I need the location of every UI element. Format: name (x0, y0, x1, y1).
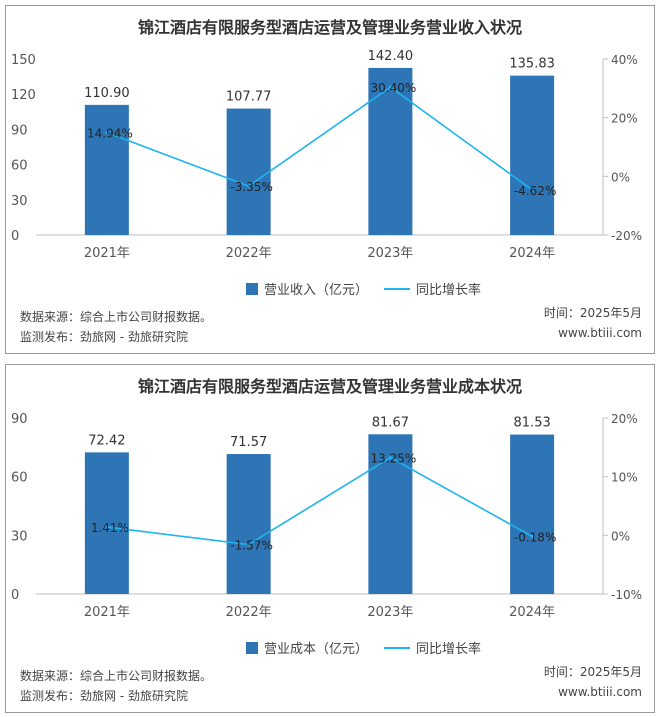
cost-chart-panel: 锦江酒店有限服务型酒店运营及管理业务营业成本状况 0 30 60 90 -10% 0% 10%… (5, 364, 655, 713)
growth-rate-label: 14.94% (87, 127, 133, 141)
legend-bar-label: 营业收入（亿元） (264, 283, 368, 298)
growth-rate-point (388, 456, 392, 460)
date-note: 时间：2025年5月 (544, 665, 642, 679)
bar (510, 434, 555, 594)
bar (226, 108, 271, 235)
y2-tick-label: 40% (611, 53, 638, 67)
bar-value-label: 110.90 (84, 86, 130, 101)
x-tick-label: 2023年 (367, 605, 413, 620)
legend-bar-label: 营业成本（亿元） (264, 642, 368, 657)
y2-tick-label: 0% (611, 170, 630, 184)
bar-value-label: 71.57 (230, 435, 267, 450)
y-tick-label: 60 (11, 471, 28, 486)
x-tick-label: 2024年 (509, 246, 555, 261)
x-tick-label: 2022年 (226, 605, 272, 620)
data-source-note: 数据来源：综合上市公司财报数据。 (20, 668, 212, 683)
bar-value-label: 142.40 (368, 49, 414, 64)
bar (84, 104, 129, 235)
y-tick-label: 30 (11, 194, 28, 209)
x-tick-label: 2021年 (84, 605, 130, 620)
y2-tick-label: 10% (611, 471, 638, 485)
y-tick-label: 60 (11, 159, 28, 174)
y-tick-label: 0 (11, 588, 19, 603)
y-tick-label: 30 (11, 529, 28, 544)
growth-rate-point (105, 131, 109, 135)
y2-tick-label: 20% (611, 412, 638, 426)
growth-rate-label: 13.25% (370, 452, 416, 466)
publisher-note: 监测发布：劲旅网 - 劲旅研究院 (20, 688, 188, 703)
x-tick-label: 2023年 (367, 246, 413, 261)
x-tick-label: 2024年 (509, 605, 555, 620)
growth-rate-line (106, 456, 533, 546)
bar-value-label: 81.67 (372, 415, 409, 430)
bar (368, 67, 413, 235)
growth-rate-point (247, 184, 251, 188)
publisher-note: 监测发布：劲旅网 - 劲旅研究院 (20, 329, 188, 344)
y2-tick-label: 20% (611, 112, 638, 126)
growth-rate-point (388, 85, 392, 89)
date-note: 时间：2025年5月 (544, 306, 642, 320)
growth-rate-label: -0.18% (514, 530, 556, 544)
chart-title: 锦江酒店有限服务型酒店运营及管理业务营业收入状况 (138, 18, 522, 37)
website-note: www.btiii.com (558, 685, 642, 699)
growth-rate-point (530, 534, 534, 538)
growth-rate-label: -3.35% (230, 180, 272, 194)
chart-title: 锦江酒店有限服务型酒店运营及管理业务营业成本状况 (138, 377, 522, 396)
bar (368, 434, 413, 594)
cost-chart: 锦江酒店有限服务型酒店运营及管理业务营业成本状况 0 30 60 90 -10% 0% 10%… (11, 377, 642, 703)
y-tick-label: 120 (11, 88, 36, 103)
x-tick-label: 2022年 (226, 246, 272, 261)
legend-line-label: 同比增长率 (416, 282, 481, 298)
growth-rate-label: 1.41% (91, 521, 129, 535)
bar (84, 452, 129, 594)
legend-line-label: 同比增长率 (416, 641, 481, 657)
bar-value-label: 135.83 (509, 57, 555, 72)
y2-tick-label: -10% (611, 588, 642, 602)
revenue-chart-panel: 锦江酒店有限服务型酒店运营及管理业务营业收入状况 0 30 60 90 120 150 -20… (5, 5, 655, 354)
x-tick-label: 2021年 (84, 246, 130, 261)
bar-value-label: 72.42 (88, 433, 125, 448)
y-tick-label: 0 (11, 229, 19, 244)
bar (226, 454, 271, 594)
growth-rate-point (530, 188, 534, 192)
growth-rate-label: 30.40% (370, 81, 416, 95)
growth-rate-label: -1.57% (230, 539, 272, 553)
y2-tick-label: 0% (611, 529, 630, 543)
growth-rate-point (247, 543, 251, 547)
legend-bar-swatch (246, 283, 258, 295)
y2-tick-label: -20% (611, 229, 642, 243)
y-tick-label: 150 (11, 53, 36, 68)
bar (510, 75, 555, 236)
growth-rate-label: -4.62% (514, 184, 556, 198)
legend-bar-swatch (246, 642, 258, 654)
growth-rate-line (106, 86, 533, 191)
website-note: www.btiii.com (558, 326, 642, 340)
y-tick-label: 90 (11, 123, 28, 138)
y-tick-label: 90 (11, 412, 28, 427)
revenue-chart: 锦江酒店有限服务型酒店运营及管理业务营业收入状况 0 30 60 90 120 150 -20… (11, 18, 642, 344)
bar-value-label: 81.53 (514, 416, 551, 431)
data-source-note: 数据来源：综合上市公司财报数据。 (20, 309, 212, 324)
bar-value-label: 107.77 (226, 90, 272, 105)
growth-rate-point (105, 525, 109, 529)
